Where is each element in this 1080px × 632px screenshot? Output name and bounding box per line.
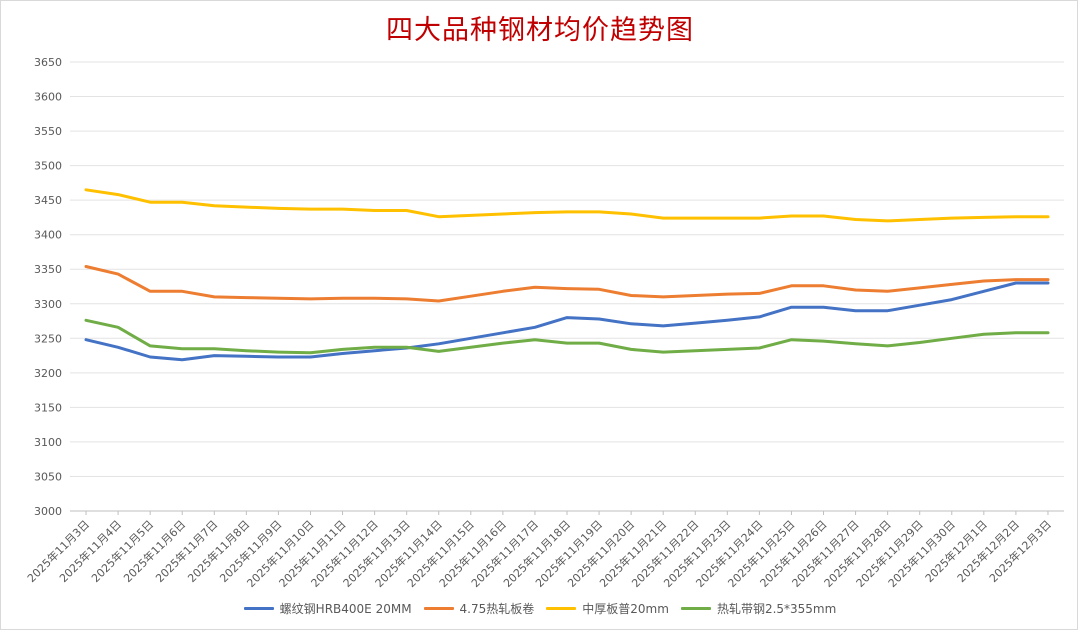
- legend-label: 4.75热轧板卷: [459, 602, 535, 616]
- legend-item-3: 中厚板普20mm: [546, 600, 669, 617]
- series-line-3: [84, 188, 1050, 223]
- y-tick-label: 3600: [34, 91, 62, 104]
- series-lines: [84, 188, 1050, 362]
- y-tick-label: 3200: [34, 367, 62, 380]
- y-tick-label: 3500: [34, 160, 62, 173]
- chart-title: 四大品种钢材均价趋势图: [386, 15, 694, 46]
- line-chart: 3000 3050 3100 3150 3200 3250 3300 3350 3400 3450…: [24, 56, 1064, 590]
- series-line-1: [84, 281, 1050, 362]
- legend-item-2: 4.75热轧板卷: [423, 600, 535, 617]
- legend-label: 热轧带钢2.5*355mm: [716, 602, 837, 616]
- legend-swatch: [680, 607, 711, 610]
- series-line-4: [84, 318, 1050, 355]
- gridlines: [70, 61, 1064, 515]
- y-tick-label: 3650: [34, 56, 62, 69]
- y-tick-label: 3050: [34, 470, 62, 483]
- legend: 螺纹钢HRB400E 20MM 4.75热轧板卷 中厚板普20mm 热轧带钢2.5*3…: [0, 600, 1080, 617]
- series-line-2: [84, 265, 1050, 303]
- legend-label: 螺纹钢HRB400E 20MM: [279, 602, 412, 616]
- y-tick-label: 3100: [34, 436, 62, 449]
- y-tick-label: 3400: [34, 229, 62, 242]
- y-tick-label: 3150: [34, 401, 62, 414]
- x-axis-ticks: 2025年11月3日2025年11月4日2025年11月5日2025年11月6日…: [24, 517, 1054, 590]
- legend-swatch: [243, 607, 274, 610]
- legend-swatch: [423, 607, 454, 610]
- y-tick-label: 3350: [34, 263, 62, 276]
- legend-swatch: [546, 607, 577, 610]
- y-tick-label: 3300: [34, 298, 62, 311]
- y-tick-label: 3250: [34, 332, 62, 345]
- legend-item-4: 热轧带钢2.5*355mm: [680, 600, 837, 617]
- y-tick-label: 3450: [34, 194, 62, 207]
- legend-item-1: 螺纹钢HRB400E 20MM: [243, 600, 412, 617]
- legend-label: 中厚板普20mm: [582, 602, 669, 616]
- y-axis-ticks: 3000 3050 3100 3150 3200 3250 3300 3350 3400 3450…: [34, 56, 62, 518]
- y-tick-label: 3550: [34, 125, 62, 138]
- y-tick-label: 3000: [34, 505, 62, 518]
